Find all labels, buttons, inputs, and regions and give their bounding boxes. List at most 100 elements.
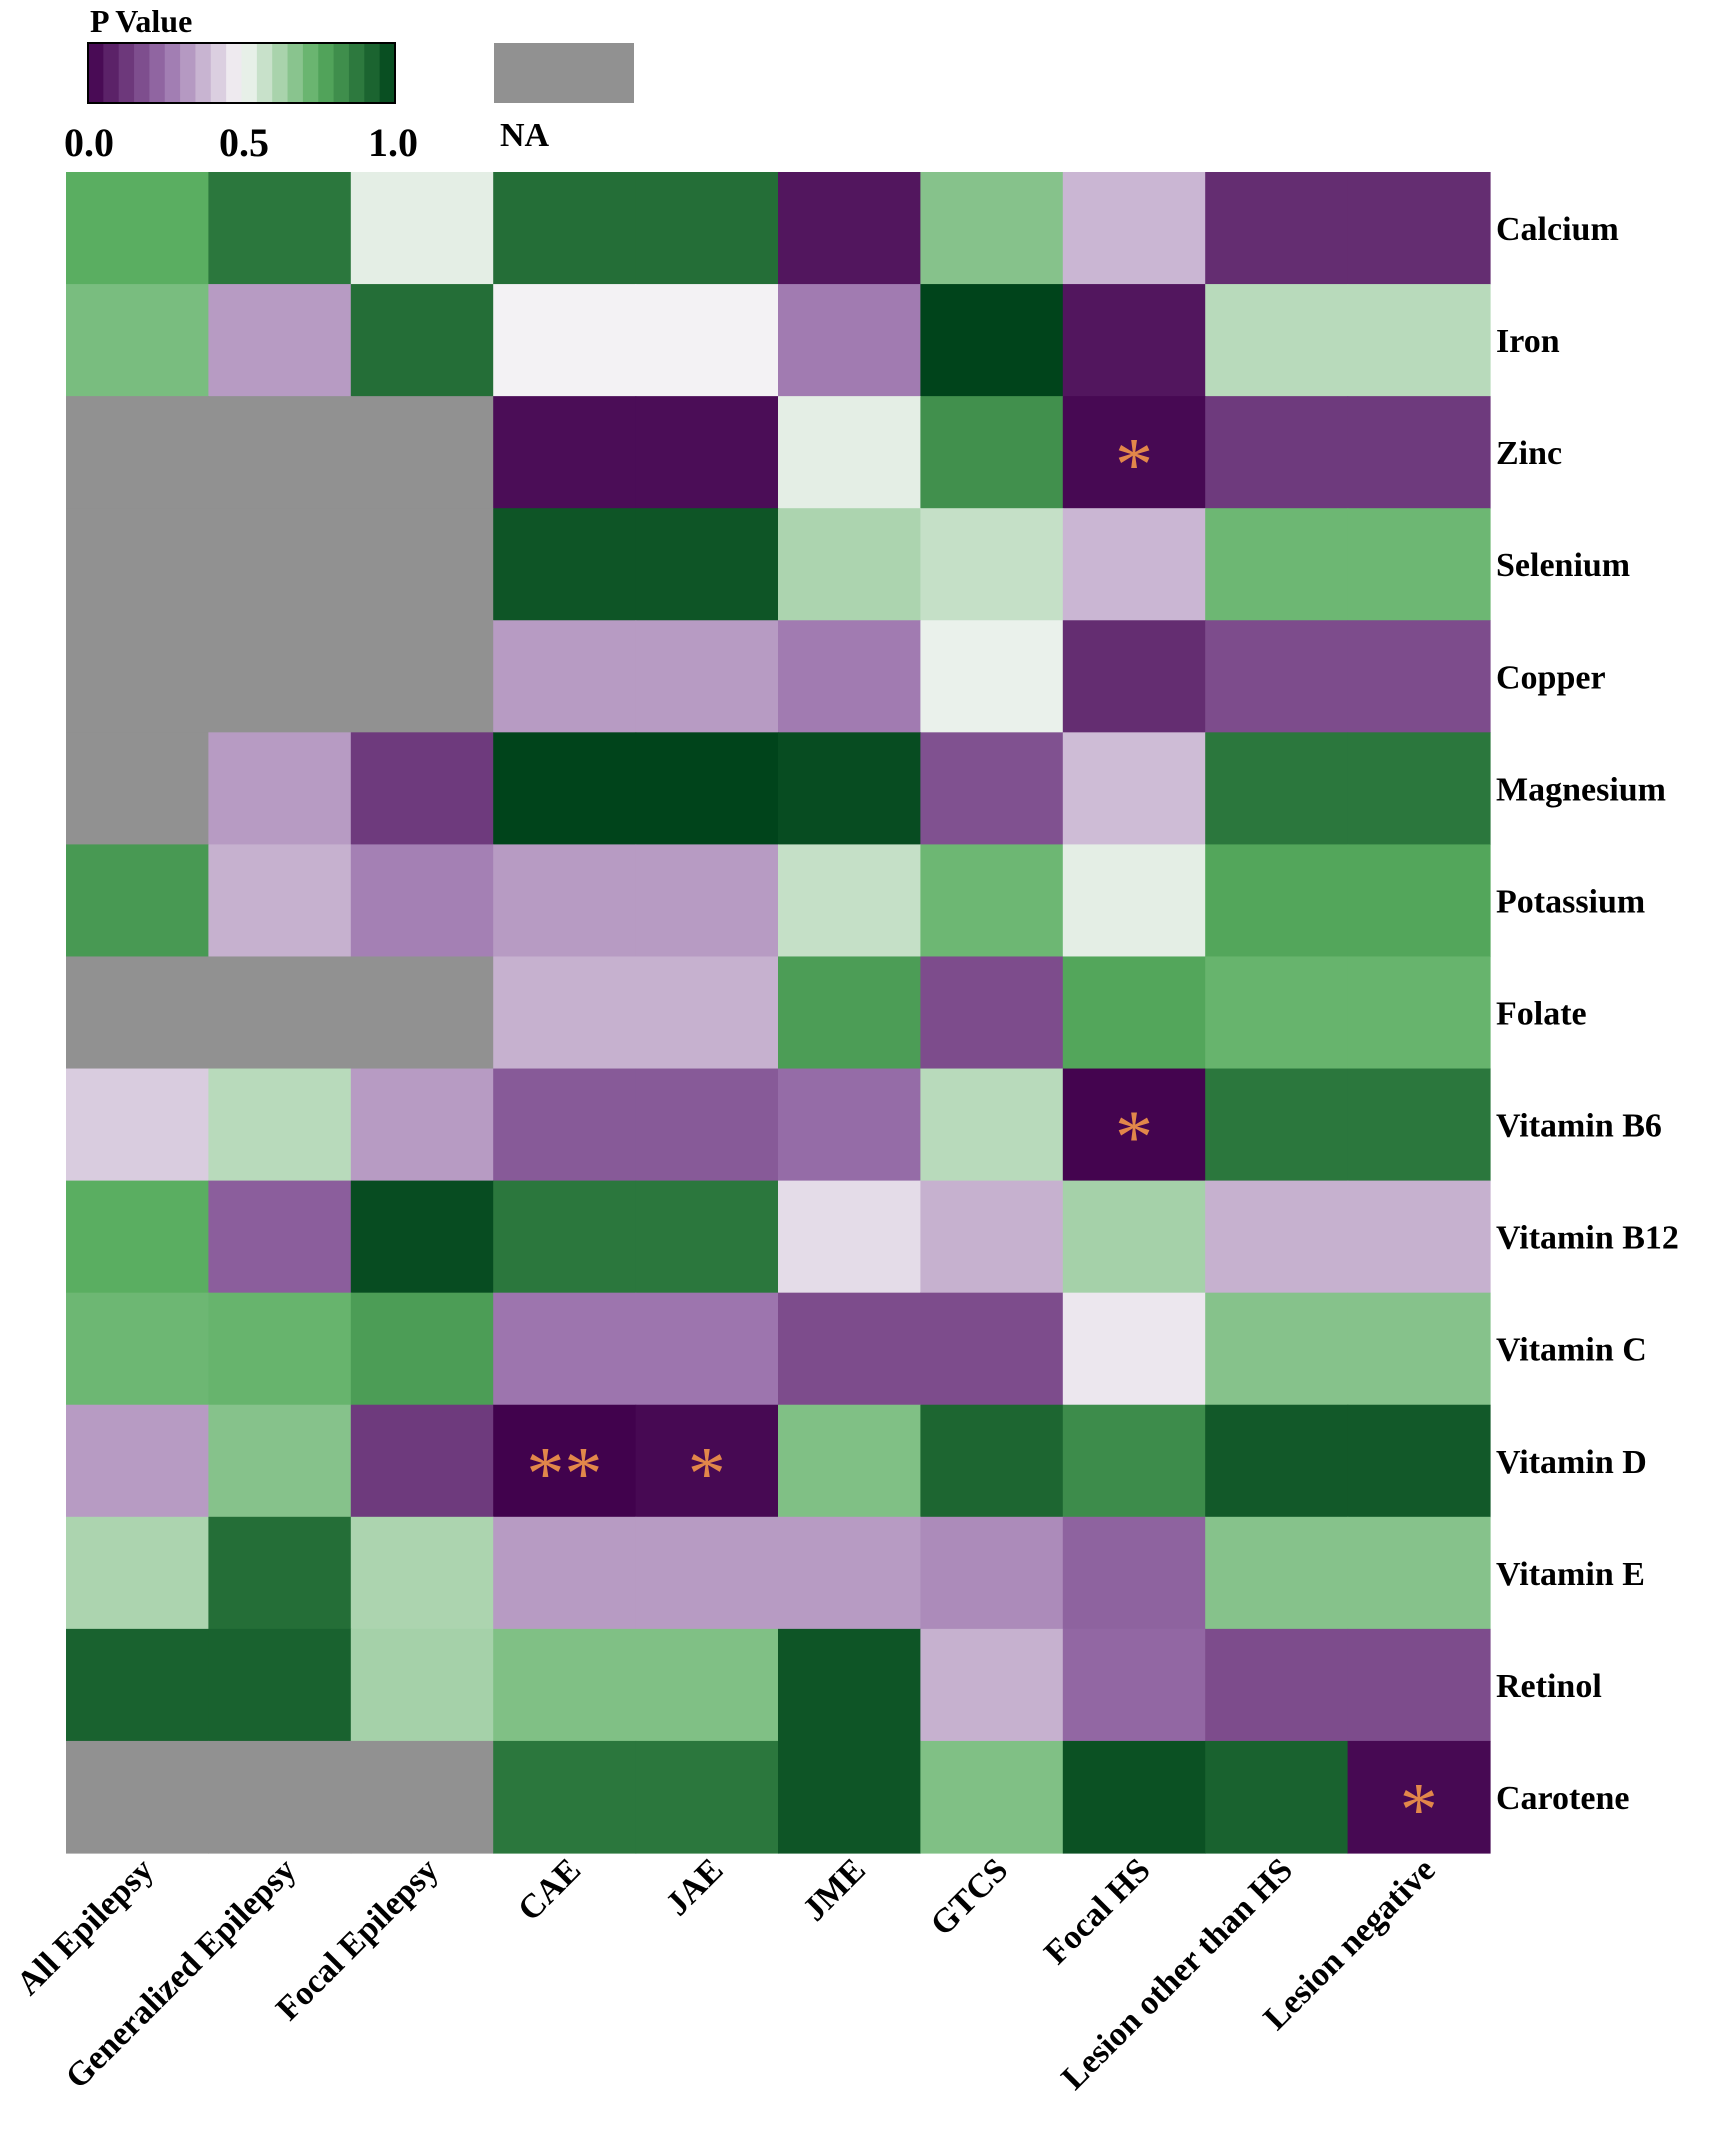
heatmap-cell	[778, 1068, 921, 1182]
heatmap-cell	[66, 1740, 209, 1854]
heatmap-cell	[208, 1292, 352, 1406]
heatmap-cell	[635, 284, 779, 397]
heatmap-cell	[66, 284, 209, 397]
heatmap-cell	[493, 508, 637, 621]
heatmap-cell	[920, 396, 1064, 509]
heatmap-cell	[920, 1628, 1064, 1742]
heatmap-cell	[635, 396, 779, 509]
heatmap-cell	[208, 732, 352, 845]
heatmap-cell	[920, 508, 1064, 621]
row-label: Zinc	[1496, 435, 1562, 472]
heatmap-cell	[778, 284, 921, 397]
heatmap-cell	[1347, 1628, 1491, 1742]
significance-marker: *	[1115, 1096, 1153, 1180]
heatmap-cell	[208, 172, 352, 285]
heatmap-cell	[1205, 1180, 1349, 1294]
heatmap-cell	[1205, 620, 1349, 733]
heatmap-cell	[493, 172, 637, 285]
column-label: CAE	[511, 1851, 588, 1928]
heatmap-cell	[66, 172, 209, 285]
legend-title: P Value	[90, 3, 192, 39]
heatmap-cell	[1205, 844, 1349, 958]
heatmap-cell	[635, 1740, 779, 1854]
legend: P Value 0.0 0.5 1.0 NA	[64, 3, 634, 165]
significance-markers: **** **	[526, 423, 1437, 1852]
significance-marker: *	[1115, 423, 1153, 507]
heatmap-cell	[1205, 732, 1349, 845]
heatmap-cell	[66, 1404, 209, 1518]
heatmap-cell	[350, 732, 494, 845]
heatmap-cell	[1205, 172, 1349, 285]
heatmap-cell	[778, 172, 921, 285]
heatmap-cell	[778, 620, 921, 733]
heatmap-cell	[350, 508, 494, 621]
heatmap-cell	[778, 508, 921, 621]
heatmap-cell	[920, 1516, 1064, 1630]
heatmap-cell	[493, 1628, 637, 1742]
heatmap-cell	[1062, 732, 1206, 845]
row-label: Potassium	[1496, 883, 1645, 920]
heatmap-cell	[350, 844, 494, 958]
legend-swatch	[164, 43, 181, 103]
heatmap-cell	[1347, 508, 1491, 621]
heatmap-cell	[1062, 1516, 1206, 1630]
legend-swatch	[287, 43, 304, 103]
heatmap-cell	[1347, 732, 1491, 845]
legend-swatch	[195, 43, 212, 103]
heatmap-cell	[1205, 1292, 1349, 1406]
heatmap-cell	[778, 1516, 921, 1630]
heatmap-cells	[66, 172, 1491, 1854]
heatmap-cell	[208, 1404, 352, 1518]
heatmap-cell	[493, 620, 637, 733]
heatmap-cell	[493, 732, 637, 845]
heatmap-cell	[635, 172, 779, 285]
heatmap-cell	[635, 508, 779, 621]
heatmap-cell	[635, 1516, 779, 1630]
legend-tick-1: 0.5	[219, 120, 269, 165]
column-label: GTCS	[924, 1851, 1016, 1943]
significance-marker: **	[526, 1432, 602, 1516]
column-label: All Epilepsy	[10, 1851, 161, 2002]
heatmap-cell	[1062, 396, 1206, 509]
heatmap-cell	[635, 1404, 779, 1518]
heatmap-cell	[1347, 1292, 1491, 1406]
heatmap-cell	[1347, 620, 1491, 733]
row-label: Vitamin C	[1496, 1332, 1647, 1369]
heatmap-cell	[208, 844, 352, 958]
heatmap-cell	[493, 1068, 637, 1182]
heatmap-cell	[1347, 1180, 1491, 1294]
legend-tick-2: 1.0	[368, 120, 418, 165]
row-label: Folate	[1496, 996, 1587, 1033]
heatmap-cell	[1205, 956, 1349, 1070]
heatmap-cell	[66, 1292, 209, 1406]
heatmap-cell	[1205, 1516, 1349, 1630]
heatmap-cell	[350, 1740, 494, 1854]
heatmap-cell	[1347, 1404, 1491, 1518]
row-label: Vitamin D	[1496, 1444, 1647, 1481]
heatmap-cell	[493, 844, 637, 958]
heatmap-cell	[350, 172, 494, 285]
legend-swatch	[134, 43, 150, 103]
heatmap-cell	[208, 284, 352, 397]
heatmap-cell	[350, 284, 494, 397]
heatmap-cell	[350, 1404, 494, 1518]
heatmap-cell	[1347, 956, 1491, 1070]
heatmap-cell	[350, 1180, 494, 1294]
heatmap-cell	[635, 732, 779, 845]
legend-swatch	[118, 43, 135, 103]
heatmap-cell	[208, 1740, 352, 1854]
legend-swatch	[333, 43, 350, 103]
heatmap-cell	[1347, 396, 1491, 509]
legend-swatch	[226, 43, 243, 103]
heatmap-cell	[66, 620, 209, 733]
heatmap-cell	[66, 396, 209, 509]
heatmap-cell	[493, 956, 637, 1070]
heatmap-cell	[1062, 284, 1206, 397]
heatmap-cell	[1347, 172, 1491, 285]
heatmap-cell	[920, 172, 1064, 285]
heatmap-cell	[1205, 1068, 1349, 1182]
heatmap-cell	[208, 956, 352, 1070]
heatmap-cell	[66, 732, 209, 845]
legend-swatch	[241, 43, 258, 103]
column-label: Lesion other than HS	[1055, 1851, 1300, 2096]
